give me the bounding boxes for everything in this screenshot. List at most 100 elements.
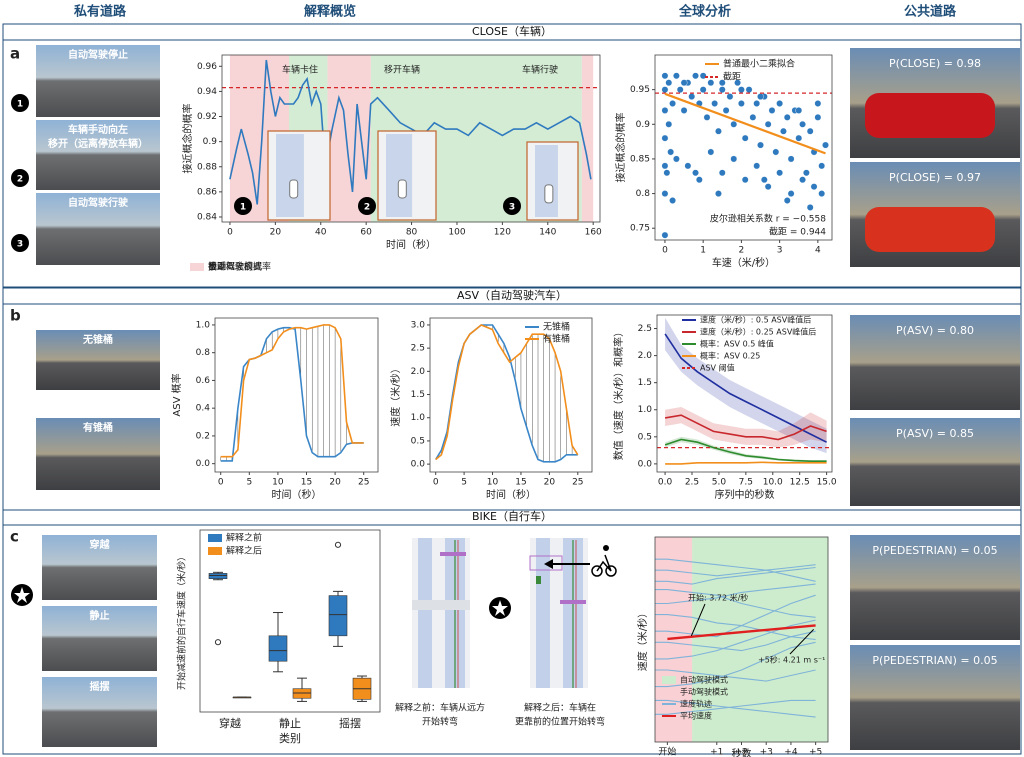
y-tick-label: 0.92 bbox=[197, 112, 217, 122]
scatter-point bbox=[764, 120, 772, 128]
fit-line bbox=[664, 92, 826, 155]
confidence-band bbox=[665, 317, 827, 454]
annotation-arrow bbox=[789, 629, 815, 655]
scatter-point bbox=[661, 162, 669, 170]
x-axis-label: 时间（秒） bbox=[272, 488, 322, 501]
x-axis-label: 类别 bbox=[279, 731, 301, 745]
y-tick-label: 0.9 bbox=[636, 120, 651, 130]
annotation: 皮尔逊相关系数 r = −0.558 bbox=[710, 213, 826, 225]
photo bbox=[42, 606, 157, 671]
speed-trajectory bbox=[655, 558, 816, 582]
speed-trajectory bbox=[655, 583, 816, 605]
scatter-point bbox=[715, 190, 722, 197]
scatter-point bbox=[783, 197, 791, 204]
scatter-point bbox=[667, 148, 675, 156]
speed-trajectory bbox=[655, 589, 816, 618]
x-tick-label: 25 bbox=[572, 478, 583, 488]
y-tick-label: 0.5 bbox=[411, 436, 425, 446]
inset-lane bbox=[276, 134, 304, 217]
y-tick-label: 0.0 bbox=[638, 459, 653, 469]
y-tick-label: 1.5 bbox=[638, 378, 652, 388]
series-line bbox=[665, 461, 827, 465]
annotation: +5秒: 4.21 m s⁻¹ bbox=[758, 655, 825, 665]
x-tick-label: 15 bbox=[301, 478, 312, 488]
scatter-point bbox=[818, 162, 826, 170]
plot-frame bbox=[214, 317, 379, 473]
x-tick-label: 4 bbox=[815, 246, 821, 256]
scatter-point bbox=[753, 162, 761, 170]
scatter-point bbox=[718, 86, 726, 94]
scatter-point bbox=[806, 127, 814, 135]
legend-label: 普通最小二乘拟合 bbox=[723, 58, 795, 70]
scatter-point bbox=[776, 100, 784, 107]
x-tick-label: 2.5 bbox=[685, 478, 699, 488]
y-tick-label: 0.84 bbox=[197, 212, 217, 222]
speed-trajectory bbox=[655, 669, 816, 682]
x-tick-label: 20 bbox=[544, 478, 556, 488]
scatter-point bbox=[680, 107, 688, 114]
x-tick-label: 0 bbox=[218, 478, 224, 488]
y-tick-label: 0.75 bbox=[630, 224, 650, 234]
public-label: P(ASV) = 0.85 bbox=[896, 427, 974, 440]
section-title: CLOSE（车辆） bbox=[472, 24, 552, 38]
public-label: P(PEDESTRIAN) = 0.05 bbox=[872, 544, 997, 557]
scatter-point bbox=[737, 100, 745, 107]
inset-marker-label: 2 bbox=[364, 203, 370, 213]
speed-trajectory bbox=[655, 641, 816, 688]
scatter-point bbox=[757, 93, 764, 100]
scatter-point bbox=[730, 120, 738, 128]
scatter-point bbox=[780, 127, 787, 135]
legend-label: 自动驾驶模式 bbox=[208, 261, 262, 273]
x-tick-label: 10 bbox=[272, 478, 284, 488]
photo bbox=[36, 418, 160, 490]
scatter-point bbox=[661, 72, 669, 80]
photo-caption: 自动驾驶行驶 bbox=[68, 196, 128, 209]
public-label: P(CLOSE) = 0.97 bbox=[889, 171, 981, 184]
x-tick-label: 0 bbox=[662, 246, 668, 256]
scatter-point bbox=[661, 107, 669, 114]
scatter-point bbox=[676, 86, 684, 94]
x-tick-label: 60 bbox=[360, 228, 372, 238]
scatter-point bbox=[718, 79, 726, 87]
scatter-point bbox=[669, 197, 676, 204]
plot-frame bbox=[199, 529, 381, 713]
photo-caption: 穿越 bbox=[90, 538, 111, 551]
scatter-point bbox=[760, 176, 768, 184]
legend-swatch bbox=[208, 547, 222, 555]
legend-label: 解释之前 bbox=[226, 532, 262, 544]
y-tick-label: 0.85 bbox=[630, 154, 650, 164]
scatter-point bbox=[802, 169, 810, 177]
legend-swatch bbox=[662, 676, 676, 684]
legend-label: 概率：ASV 0.25 bbox=[700, 351, 760, 361]
y-tick-label: 0.88 bbox=[197, 162, 217, 172]
y-tick-label: 0.0 bbox=[196, 459, 211, 469]
scatter-point bbox=[707, 148, 715, 156]
y-tick-label: 0.5 bbox=[638, 432, 652, 442]
x-axis-label: 秒数 bbox=[732, 747, 752, 757]
speed-trajectory bbox=[655, 594, 816, 638]
scatter-point bbox=[810, 183, 818, 191]
x-tick-label: 摇摆 bbox=[339, 716, 361, 730]
x-tick-label: 3 bbox=[777, 246, 783, 256]
photo-caption: 自动驾驶停止 bbox=[68, 48, 128, 61]
annotation: 开始: 3.72 米/秒 bbox=[688, 593, 748, 603]
scatter-point bbox=[665, 120, 673, 128]
x-tick-label: 0 bbox=[433, 478, 439, 488]
x-tick-label: 100 bbox=[448, 228, 465, 238]
mean-line bbox=[667, 624, 816, 641]
step-marker bbox=[11, 169, 29, 187]
photo bbox=[36, 330, 160, 390]
scatter-point bbox=[734, 79, 741, 87]
scatter-point bbox=[661, 190, 669, 197]
legend-label: 速度（米/秒）: 0.25 ASV峰值后 bbox=[700, 327, 816, 337]
series-line bbox=[220, 324, 364, 458]
x-tick-label: +1 bbox=[710, 748, 723, 757]
legend-label: 概率：ASV 0.5 峰值 bbox=[700, 339, 774, 349]
scatter-point bbox=[661, 231, 669, 239]
y-tick-label: 0.4 bbox=[196, 404, 211, 414]
mode-region bbox=[581, 55, 594, 222]
confidence-band bbox=[665, 436, 827, 463]
scatter-point bbox=[699, 86, 707, 94]
inset-marker-label: 3 bbox=[509, 203, 515, 213]
y-axis-label: ASV 概率 bbox=[170, 373, 183, 416]
